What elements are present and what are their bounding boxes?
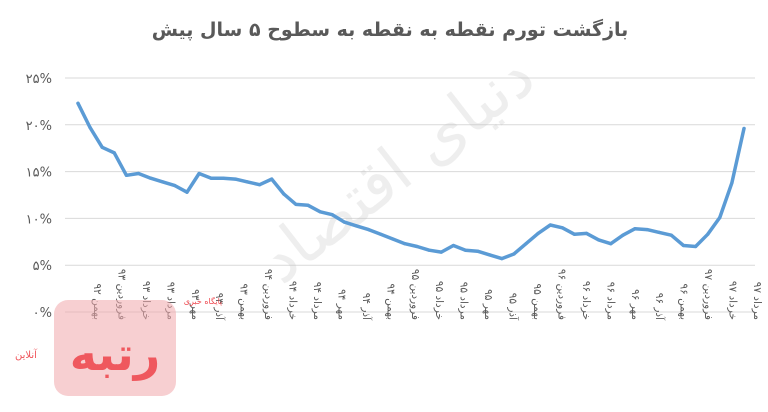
logo-tagline: پایگاه خبری (184, 296, 223, 306)
data-point-31 (451, 243, 455, 248)
x-tick-label-10: مهر ۹۴ (335, 289, 347, 320)
data-point-17 (282, 192, 286, 196)
y-tick-label-15: ۱۵% (26, 166, 52, 181)
data-point-50 (681, 243, 686, 248)
data-point-20 (318, 210, 322, 214)
data-point-19 (306, 203, 310, 207)
x-tick-label-14: خرداد ۹۵ (433, 281, 445, 320)
x-tick-label-12: بهمن ۹۴ (384, 284, 396, 320)
x-tick-label-6: بهمن ۹۳ (238, 284, 250, 320)
data-point-0 (76, 101, 80, 105)
x-tick-label-19: فروردین ۹۶ (555, 269, 567, 320)
x-tick-label-21: مرداد ۹۶ (604, 282, 616, 320)
data-point-5 (136, 171, 141, 176)
x-tick-label-27: مرداد ۹۷ (751, 282, 763, 320)
data-point-16 (270, 177, 274, 181)
x-tick-label-23: آذر ۹۶ (653, 293, 666, 321)
x-tick-label-25: فروردین ۹۷ (702, 269, 714, 320)
data-point-34 (488, 253, 492, 257)
data-point-43 (597, 238, 601, 242)
grid-lines (65, 77, 755, 313)
x-tick-label-22: مهر ۹۶ (629, 289, 641, 320)
data-point-18 (294, 202, 298, 206)
y-tick-label-25: ۲۵% (26, 72, 52, 87)
data-point-42 (585, 231, 589, 235)
x-tick-label-9: مرداد ۹۴ (311, 282, 323, 320)
data-point-6 (149, 176, 153, 180)
data-point-13 (233, 177, 237, 181)
data-point-55 (742, 126, 746, 131)
logo-watermark: رتبه آنلاین پایگاه خبری (15, 296, 222, 396)
x-tick-label-8: خرداد ۹۴ (287, 281, 299, 320)
y-tick-label-10: ۱۰% (26, 212, 52, 227)
logo-background (54, 300, 176, 396)
x-tick-label-18: بهمن ۹۵ (531, 284, 543, 320)
data-point-4 (124, 173, 128, 177)
data-point-12 (221, 176, 225, 180)
data-point-10 (197, 171, 201, 176)
y-tick-label-5: ۵% (33, 259, 52, 274)
x-tick-label-17: آذر ۹۵ (507, 293, 520, 321)
data-point-1 (88, 126, 92, 130)
x-tick-label-5: آذر ۹۳ (213, 293, 226, 321)
series-layer (76, 101, 746, 261)
data-point-26 (391, 237, 395, 241)
data-point-54 (730, 181, 734, 185)
data-point-45 (621, 233, 625, 237)
chart-title: بازگشت تورم نقطه به نقطه به سطوح ۵ سال پ… (152, 18, 629, 41)
data-point-37 (524, 242, 528, 246)
x-tick-label-7: فروردین ۹۴ (262, 269, 274, 320)
data-point-29 (427, 248, 431, 252)
data-point-23 (354, 224, 359, 228)
x-tick-label-24: بهمن ۹۶ (678, 284, 690, 320)
x-tick-label-4: مهر ۹۳ (189, 289, 201, 320)
data-point-2 (100, 145, 104, 149)
data-point-24 (367, 228, 371, 232)
y-tick-label-20: ۲۰% (26, 119, 52, 134)
data-point-46 (633, 227, 637, 231)
data-point-47 (645, 228, 649, 232)
logo-caption: آنلاین (15, 348, 38, 361)
data-point-40 (560, 226, 565, 230)
data-point-51 (694, 244, 698, 249)
data-point-49 (669, 233, 673, 237)
data-point-11 (209, 176, 213, 180)
y-tick-label-0: ۰% (33, 306, 52, 321)
x-tick-label-15: مرداد ۹۵ (458, 282, 470, 320)
x-tick-label-13: فروردین ۹۵ (409, 269, 421, 320)
data-point-36 (512, 252, 516, 256)
data-point-15 (258, 183, 262, 187)
data-point-32 (463, 248, 468, 252)
y-axis-ticks: ۰% ۵% ۱۰% ۱۵% ۲۰% ۲۵% (26, 72, 52, 321)
data-point-3 (112, 151, 116, 155)
data-point-8 (173, 184, 177, 188)
data-point-52 (706, 232, 710, 236)
data-point-25 (379, 232, 383, 236)
data-point-7 (161, 180, 165, 184)
data-point-33 (476, 249, 480, 253)
x-tick-label-20: خرداد ۹۶ (580, 281, 592, 320)
data-point-21 (330, 213, 334, 217)
data-point-44 (609, 242, 613, 246)
series-line (76, 101, 746, 261)
x-tick-label-16: مهر ۹۵ (482, 289, 494, 320)
data-point-41 (572, 232, 577, 236)
data-point-35 (500, 257, 504, 261)
data-point-14 (245, 180, 250, 184)
data-point-30 (439, 250, 443, 254)
logo-text: رتبه (70, 327, 160, 381)
x-tick-label-26: خرداد ۹۷ (727, 281, 739, 320)
data-point-53 (718, 215, 722, 220)
data-point-22 (342, 220, 346, 224)
data-point-9 (185, 190, 189, 194)
x-tick-label-11: آذر ۹۴ (360, 293, 373, 321)
data-point-48 (657, 230, 661, 234)
data-point-39 (548, 223, 552, 227)
data-point-38 (536, 231, 540, 235)
data-point-28 (415, 244, 419, 249)
data-point-27 (403, 242, 407, 246)
